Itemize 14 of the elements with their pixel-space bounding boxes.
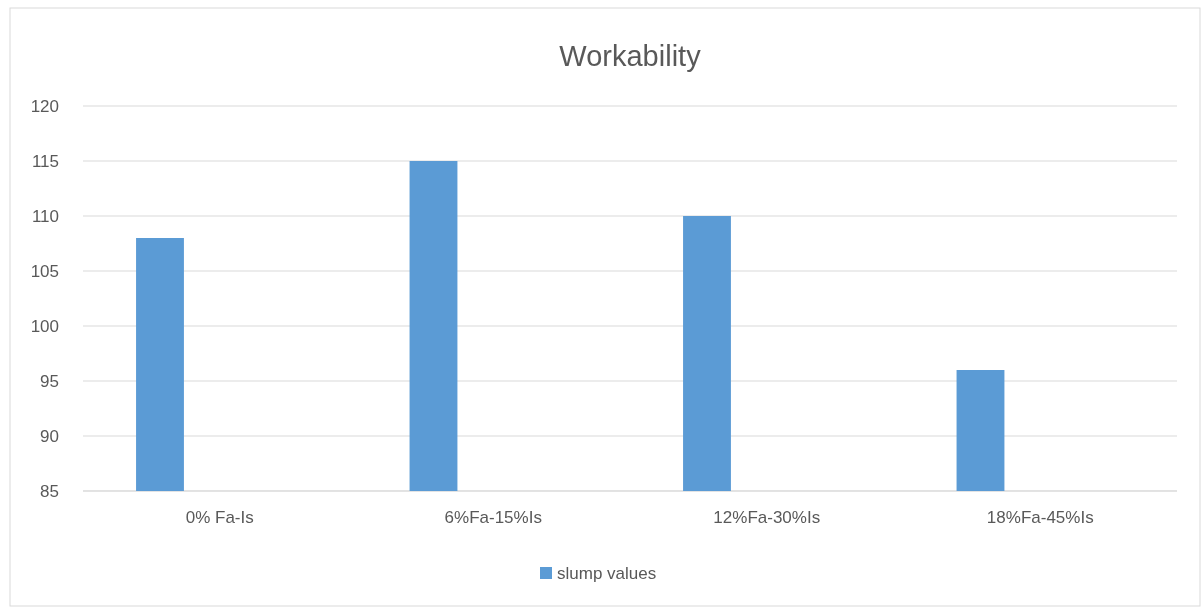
x-tick-label: 12%Fa-30%Is xyxy=(713,508,821,527)
y-tick-label: 110 xyxy=(31,206,59,226)
y-tick-label: 100 xyxy=(30,316,59,336)
chart-title: Workability xyxy=(559,40,702,72)
y-tick-label: 115 xyxy=(31,151,59,171)
y-tick-label: 95 xyxy=(40,371,59,391)
y-tick-label: 105 xyxy=(30,261,59,281)
x-tick-label: 6%Fa-15%Is xyxy=(444,508,542,527)
x-tick-label: 0% Fa-Is xyxy=(185,508,254,527)
y-tick-label: 120 xyxy=(30,96,59,116)
y-tick-label: 85 xyxy=(40,481,59,501)
y-tick-label: 90 xyxy=(40,426,59,446)
x-tick-label: 18%Fa-45%Is xyxy=(986,508,1094,527)
legend-label: slump values xyxy=(557,563,657,583)
